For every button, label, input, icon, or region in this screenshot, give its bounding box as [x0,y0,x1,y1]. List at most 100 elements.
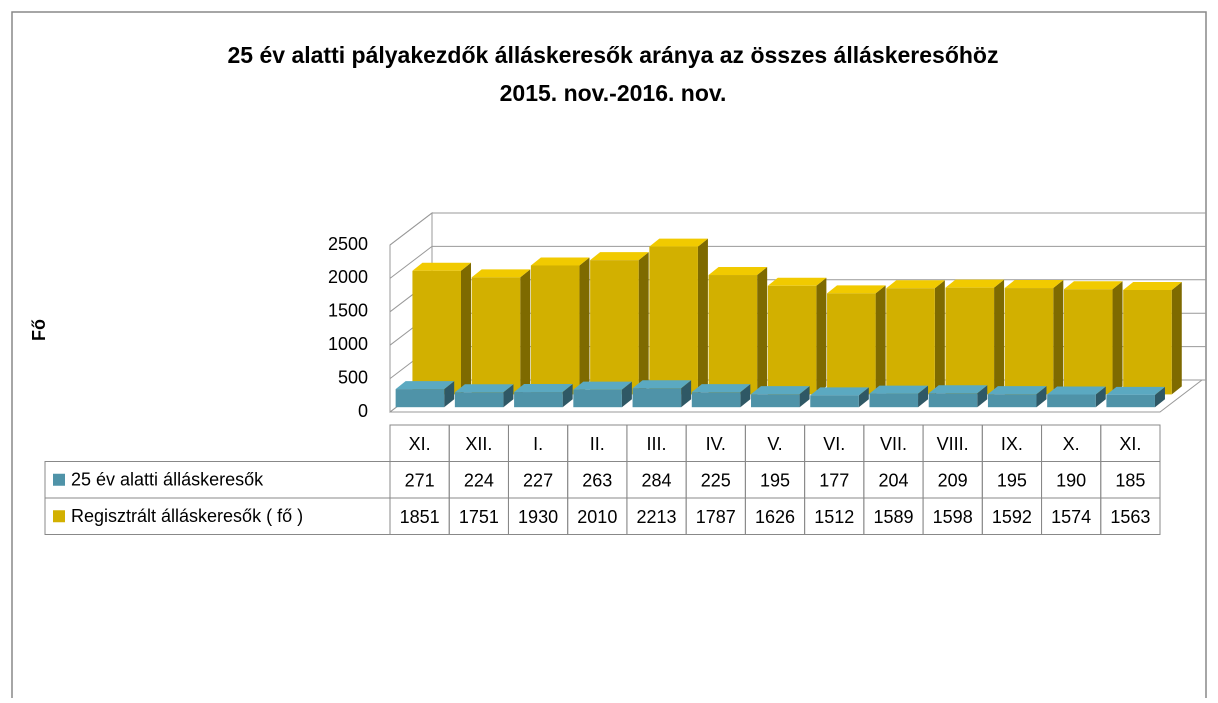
bar [869,393,919,408]
bar [514,392,563,408]
bar-top [1047,386,1106,395]
bar-top [886,280,945,289]
y-tick-label: 2500 [328,234,368,254]
bar-side [1036,386,1047,408]
table-value: 1751 [459,507,499,527]
table-value: 1563 [1110,507,1150,527]
bar-top [1063,281,1123,290]
x-tick-label: X. [1063,434,1080,454]
x-tick-label: VIII. [937,434,969,454]
bar [590,260,639,395]
table-value: 2213 [637,507,677,527]
table-value: 1592 [992,507,1032,527]
bar [1063,289,1113,395]
bar-top [810,387,869,396]
bar [751,394,800,408]
table-value: 204 [878,471,908,491]
table-cell [1100,497,1161,535]
bar-side [697,238,708,395]
table-value: 1589 [873,507,913,527]
bar-side [875,285,886,395]
bar-side [579,257,590,395]
bar-side [681,380,692,408]
bar [1047,394,1096,408]
bar [471,277,521,395]
bar-side [1095,386,1106,408]
x-tick-label: XI. [1119,434,1141,454]
chart-subtitle: 2015. nov.-2016. nov. [500,80,727,106]
bar-top [1004,280,1064,289]
bar-top [1106,386,1165,395]
x-tick-label: IX. [1001,434,1023,454]
bar [649,246,698,395]
x-tick-label: II. [590,434,605,454]
x-tick-label: V. [767,434,782,454]
table-value: 225 [701,471,731,491]
bar [632,388,682,408]
bar [708,275,758,395]
bar-side [621,381,632,408]
y-axis-label: Fő [29,319,49,341]
y-tick-label: 500 [338,367,368,387]
bar-side [1154,386,1165,408]
bar-top [708,267,768,276]
bar [1004,288,1054,395]
bar-top [454,384,514,393]
bar-side [740,384,751,408]
x-tick-label: XI. [409,434,431,454]
grid-line [389,212,1206,246]
bar-side [816,277,827,395]
bar [454,392,504,408]
legend-label: Regisztrált álláskeresők ( fő ) [71,506,303,526]
bar-side [994,279,1005,395]
table-value: 227 [523,471,553,491]
bar [395,389,445,408]
table-value: 1787 [696,507,736,527]
bar [1106,394,1155,408]
bar-top [514,384,573,393]
y-tick-label: 2000 [328,267,368,287]
table-value: 284 [642,471,672,491]
bar [530,265,580,395]
bar-side [757,267,768,395]
bar-top [751,386,810,395]
table-value: 1851 [400,507,440,527]
y-tick-label: 0 [358,401,368,421]
bar-side [1053,280,1064,395]
x-tick-label: I. [533,434,543,454]
table-value: 177 [819,471,849,491]
table-value: 195 [997,471,1027,491]
bar-top [767,277,827,286]
table-value: 263 [582,471,612,491]
table-value: 1626 [755,507,795,527]
bar-side [520,269,531,395]
table-value: 271 [405,471,435,491]
bar-top [1123,281,1182,290]
table-value: 1598 [933,507,973,527]
bar-top [412,262,471,271]
bar [987,394,1037,408]
legend-label: 25 év alatti álláskeresők [71,470,264,490]
bar-top [649,238,708,247]
bar-side [1112,281,1123,395]
bar-top [827,285,886,294]
bar-side [444,381,455,408]
table-value: 2010 [577,507,617,527]
x-tick-label: XII. [465,434,492,454]
bar [573,389,622,408]
grid-line [389,245,1206,279]
x-tick-label: VII. [880,434,907,454]
bar-top [987,386,1047,395]
bar-top [471,269,531,278]
bar-side [977,385,988,408]
table-value: 185 [1115,471,1145,491]
table-value: 1930 [518,507,558,527]
table-value: 209 [938,471,968,491]
bar-top [691,384,751,393]
bar [945,287,995,395]
chart-title: 25 év alatti pályakezdők álláskeresők ar… [228,42,999,68]
bar-side [858,387,869,408]
table-value: 1512 [814,507,854,527]
bar-side [562,384,573,408]
